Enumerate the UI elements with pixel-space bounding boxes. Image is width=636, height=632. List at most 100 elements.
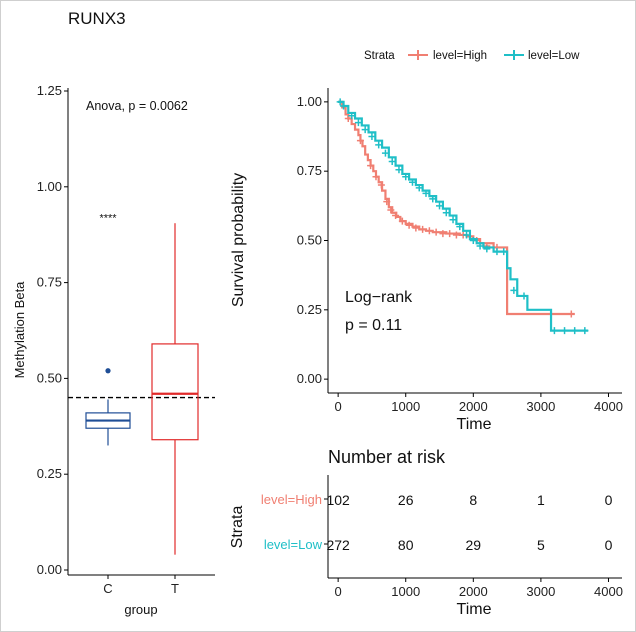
censor-mark-low — [368, 133, 376, 141]
surv-y-tick-label: 0.25 — [297, 302, 322, 317]
surv-y-tick-label: 0.00 — [297, 371, 322, 386]
box-y-tick-label: 0.25 — [37, 466, 62, 481]
censor-mark-low — [429, 195, 437, 203]
censor-mark-low — [422, 189, 430, 197]
censor-mark-high — [452, 231, 460, 239]
box-outlier — [105, 368, 111, 374]
surv-curve-low — [338, 100, 589, 332]
risk-cell: 1 — [537, 492, 545, 508]
risk-cell: 26 — [398, 492, 414, 508]
legend-entry: level=High — [433, 50, 487, 62]
censor-mark-low — [550, 327, 558, 335]
box-body — [151, 343, 199, 441]
censor-mark-high — [367, 162, 375, 170]
risk-row-label: level=Low — [264, 537, 323, 552]
risk-cell: 0 — [605, 492, 613, 508]
censor-mark-low — [476, 242, 484, 250]
box-y-tick-label: 1.25 — [37, 83, 62, 98]
censor-mark-low — [340, 102, 348, 110]
risk-x-tick-label: 0 — [335, 584, 342, 599]
box-x-axis-label: group — [124, 602, 157, 617]
censor-mark-high — [398, 217, 406, 225]
censor-mark-high — [392, 212, 400, 220]
surv-x-tick-label: 0 — [335, 399, 342, 414]
box-anova-label: Anova, p = 0.0062 — [86, 99, 188, 113]
censor-mark-high — [432, 228, 440, 236]
censor-mark-low — [442, 209, 450, 217]
risk-x-tick-label: 3000 — [526, 584, 555, 599]
censor-mark-high — [567, 310, 575, 318]
surv-y-axis-label: Survival probability — [230, 173, 247, 307]
surv-y-tick-label: 1.00 — [297, 94, 322, 109]
censor-mark-low — [581, 327, 589, 335]
censor-mark-low — [395, 166, 403, 174]
censor-mark-high — [439, 230, 447, 238]
risk-cell: 29 — [466, 537, 482, 553]
censor-mark-high — [446, 230, 454, 238]
risk-cell: 80 — [398, 537, 414, 553]
box-significance-label: **** — [99, 212, 117, 224]
censor-mark-low — [408, 178, 416, 186]
risk-cell: 272 — [326, 537, 350, 553]
censor-mark-low — [336, 98, 344, 106]
censor-mark-low — [500, 248, 508, 256]
censor-mark-low — [520, 292, 528, 300]
legend-entry: level=Low — [528, 50, 580, 62]
risk-cell: 102 — [326, 492, 350, 508]
box-y-tick-label: 1.00 — [37, 179, 62, 194]
surv-x-tick-label: 1000 — [391, 399, 420, 414]
surv-x-tick-label: 3000 — [526, 399, 555, 414]
censor-mark-high — [383, 198, 391, 206]
censor-mark-low — [388, 157, 396, 165]
censor-mark-high — [419, 225, 427, 233]
surv-curve-high — [338, 100, 575, 316]
censor-mark-high — [425, 227, 433, 235]
risk-x-axis-label: Time — [457, 601, 492, 618]
survival-chart: Strata level=High level=Low 0.00 0.25 0.50 0.7… — [230, 50, 623, 433]
censor-mark-low — [483, 245, 491, 253]
censor-mark-low — [381, 149, 389, 157]
box-y-tick-label: 0.50 — [37, 370, 62, 385]
censor-mark-low — [436, 202, 444, 210]
risk-y-axis-label: Strata — [229, 506, 246, 549]
censor-mark-high — [412, 224, 420, 232]
censor-mark-low — [469, 237, 477, 244]
censor-mark-low — [361, 126, 369, 134]
censor-mark-low — [510, 286, 518, 294]
censor-mark-low — [375, 141, 383, 149]
risk-row-label: level=High — [261, 492, 322, 507]
risk-table-title: Number at risk — [328, 447, 446, 467]
censor-mark-low — [463, 231, 471, 239]
risk-cell: 5 — [537, 537, 545, 553]
box-y-tick-label: 0.75 — [37, 275, 62, 290]
risk-cell: 0 — [605, 537, 613, 553]
risk-x-tick-label: 2000 — [459, 584, 488, 599]
censor-mark-high — [356, 137, 364, 145]
risk-x-tick-label: 1000 — [391, 584, 420, 599]
censor-mark-low — [348, 112, 356, 120]
legend-title: Strata — [364, 50, 395, 62]
surv-x-tick-label: 2000 — [459, 399, 488, 414]
censor-mark-low — [456, 223, 464, 231]
surv-x-tick-label: 4000 — [594, 399, 623, 414]
box-x-tick-label: C — [103, 581, 112, 596]
censor-mark-low — [493, 248, 501, 256]
censor-mark-high — [387, 206, 395, 214]
censor-mark-high — [405, 221, 413, 229]
surv-y-tick-label: 0.50 — [297, 233, 322, 248]
box-y-tick-label: 0.00 — [37, 562, 62, 577]
censor-mark-low — [449, 216, 457, 224]
censor-mark-low — [354, 119, 362, 127]
risk-cell: 8 — [469, 492, 477, 508]
boxplot-chart: 0.00 0.25 0.50 0.75 1.00 1.25 C T **** Anova, p =… — [12, 83, 215, 617]
censor-mark-low — [561, 327, 569, 335]
page-title: RUNX3 — [68, 9, 126, 28]
surv-x-axis-label: Time — [457, 416, 492, 433]
censor-mark-low — [402, 173, 410, 181]
risk-table: Number at risk level=High 102 26 8 1 0 level=Lo… — [229, 447, 623, 618]
censor-mark-high — [377, 181, 385, 189]
box-y-axis-label: Methylation Beta — [12, 281, 27, 379]
censor-mark-low — [415, 184, 423, 192]
risk-x-tick-label: 4000 — [594, 584, 623, 599]
box-x-tick-label: T — [171, 581, 179, 596]
